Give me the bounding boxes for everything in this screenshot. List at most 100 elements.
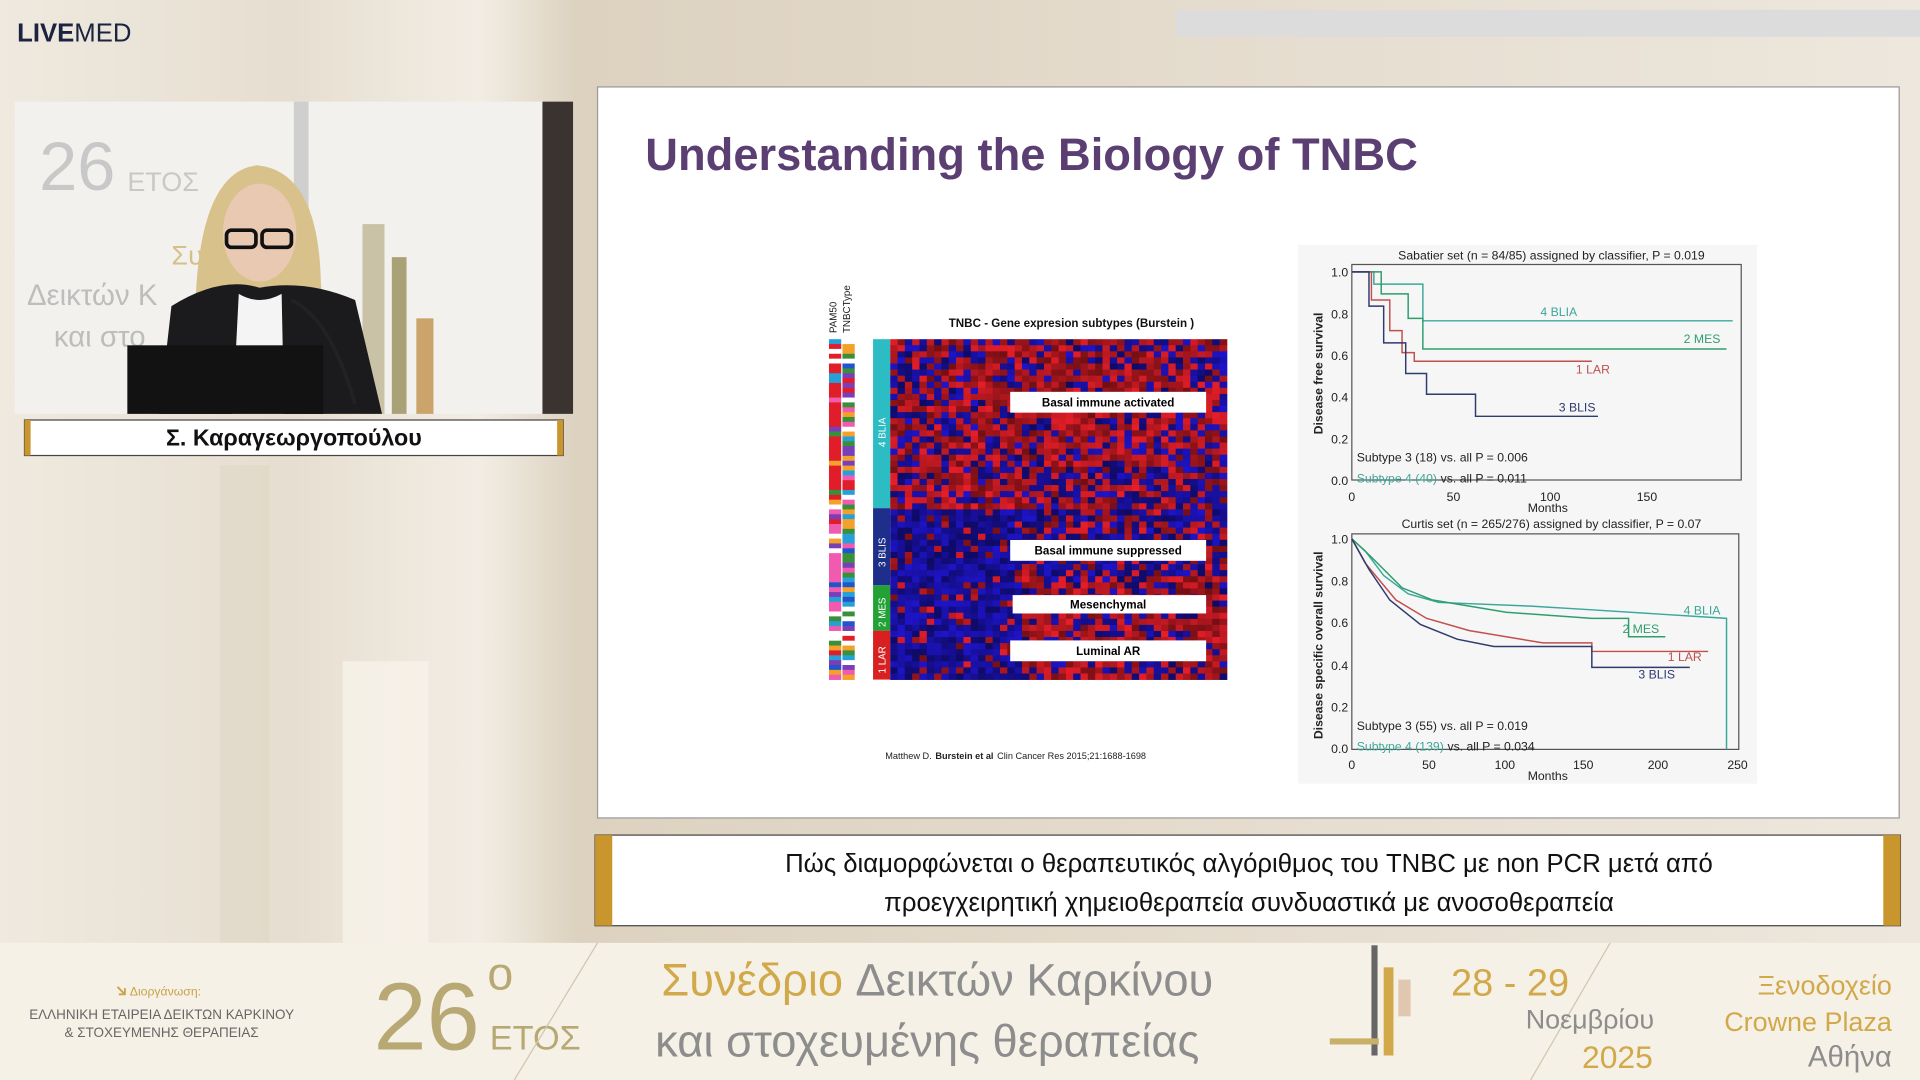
heatmap-cell xyxy=(890,630,898,638)
heatmap-cell xyxy=(926,673,935,680)
heatmap-cell xyxy=(1007,430,1016,437)
heatmap-cell xyxy=(934,497,942,504)
heatmap-cell xyxy=(970,624,979,632)
heatmap-cell xyxy=(1139,351,1147,358)
heatmap-cell xyxy=(1219,363,1228,370)
heatmap-cell xyxy=(1095,412,1103,419)
heatmap-cell xyxy=(963,491,972,498)
heatmap-cell xyxy=(992,478,1001,486)
heatmap-cell xyxy=(985,570,994,577)
heatmap-cell xyxy=(1051,637,1059,644)
heatmap-cell xyxy=(1175,667,1184,674)
x-tick-label: 0 xyxy=(1348,490,1355,504)
heatmap-cell xyxy=(1073,667,1081,674)
annotation-stripe xyxy=(842,528,855,535)
heatmap-cell xyxy=(1043,564,1052,571)
heatmap-cell xyxy=(1117,637,1125,644)
heatmap-cell xyxy=(934,637,942,644)
heatmap-cell xyxy=(1000,673,1008,680)
heatmap-cell xyxy=(1095,369,1103,377)
heatmap-cell xyxy=(1168,503,1177,510)
heatmap-cell xyxy=(1036,533,1045,541)
heatmap-cell xyxy=(1146,503,1155,510)
heatmap-cell xyxy=(1087,618,1096,626)
heatmap-cell xyxy=(1168,418,1177,425)
heatmap-cell xyxy=(1204,570,1213,577)
heatmap-cell xyxy=(1073,509,1081,516)
heatmap-cell xyxy=(963,485,972,492)
y-tick-label: 0.2 xyxy=(1331,432,1348,446)
heatmap-cell xyxy=(963,533,972,541)
heatmap-cell xyxy=(1000,667,1008,674)
heatmap-cell xyxy=(1212,345,1220,352)
heatmap-cell xyxy=(985,606,994,614)
heatmap-cell xyxy=(956,406,964,413)
heatmap-cell xyxy=(1212,418,1220,425)
heatmap-cell xyxy=(1131,460,1140,468)
heatmap-cell xyxy=(1219,424,1228,431)
heatmap-cell xyxy=(1021,527,1030,535)
heatmap-cell xyxy=(1153,637,1162,644)
heatmap-cell xyxy=(1197,515,1206,522)
heatmap-cell xyxy=(1183,375,1191,383)
y-tick-label: 0.0 xyxy=(1331,474,1348,488)
arrow-icon xyxy=(116,986,126,996)
heatmap-cell xyxy=(1051,472,1059,480)
heatmap-cell xyxy=(1051,430,1059,437)
subtype-box-label: Basal immune suppressed xyxy=(1035,545,1182,558)
heatmap-cell xyxy=(1204,618,1213,626)
heatmap-cell xyxy=(934,387,942,395)
heatmap-cell xyxy=(963,539,972,547)
heatmap-cell xyxy=(1087,521,1096,528)
heatmap-cell xyxy=(941,649,950,656)
annotation-stripe xyxy=(828,538,842,544)
heatmap-cell xyxy=(1153,375,1162,383)
heatmap-cell xyxy=(1029,339,1037,346)
heatmap-cell xyxy=(1161,357,1169,364)
heatmap-cell xyxy=(912,673,920,680)
heatmap-cell xyxy=(1131,582,1140,589)
heatmap-cell xyxy=(978,491,986,498)
heatmap-cell xyxy=(1036,630,1045,638)
heatmap-cell xyxy=(956,478,964,486)
heatmap-cell xyxy=(1058,381,1067,389)
heatmap-cell xyxy=(1000,418,1008,425)
heatmap-cell xyxy=(1131,436,1140,443)
y-tick-label: 0.0 xyxy=(1331,742,1348,756)
heatmap-cell xyxy=(1131,521,1140,528)
annotation-stripe xyxy=(828,358,842,364)
heatmap-cell xyxy=(890,594,898,601)
heatmap-cell xyxy=(1212,600,1220,608)
heatmap-cell xyxy=(1043,345,1052,352)
heatmap-cell xyxy=(1007,673,1016,680)
heatmap-cell xyxy=(1036,667,1045,674)
heatmap-cell xyxy=(1058,369,1067,377)
heatmap-cell xyxy=(1109,339,1118,346)
annotation-stripe xyxy=(828,363,842,369)
heatmap-cell xyxy=(1080,339,1089,346)
annotation-stripe xyxy=(828,640,842,646)
heatmap-cell xyxy=(1007,363,1016,370)
heatmap-cell xyxy=(1153,454,1162,462)
heatmap-cell xyxy=(1190,412,1199,419)
heatmap-cell xyxy=(948,345,957,352)
heatmap-cell xyxy=(970,649,979,656)
heatmap-cell xyxy=(1007,576,1016,583)
heatmap-cell xyxy=(904,582,913,589)
heatmap-cell xyxy=(1117,412,1125,419)
heatmap-cell xyxy=(941,618,950,626)
heatmap-cell xyxy=(970,667,979,674)
heatmap-cell xyxy=(912,600,920,608)
heatmap-cell xyxy=(1073,558,1081,565)
heatmap-cell xyxy=(1183,363,1191,370)
heatmap-cell xyxy=(1117,612,1125,620)
speaker-video: 26 ΕΤΟΣ Συ Δεικτών Κ και στο xyxy=(14,101,574,414)
speaker-glasses xyxy=(260,228,294,250)
heatmap-cell xyxy=(897,369,906,377)
heatmap-cell xyxy=(948,600,957,608)
heatmap-cell xyxy=(1109,430,1118,437)
heatmap-cell xyxy=(1029,466,1037,474)
heatmap-cell xyxy=(1161,442,1169,449)
heatmap-cell xyxy=(1065,673,1074,680)
heatmap-cell xyxy=(1000,527,1008,535)
